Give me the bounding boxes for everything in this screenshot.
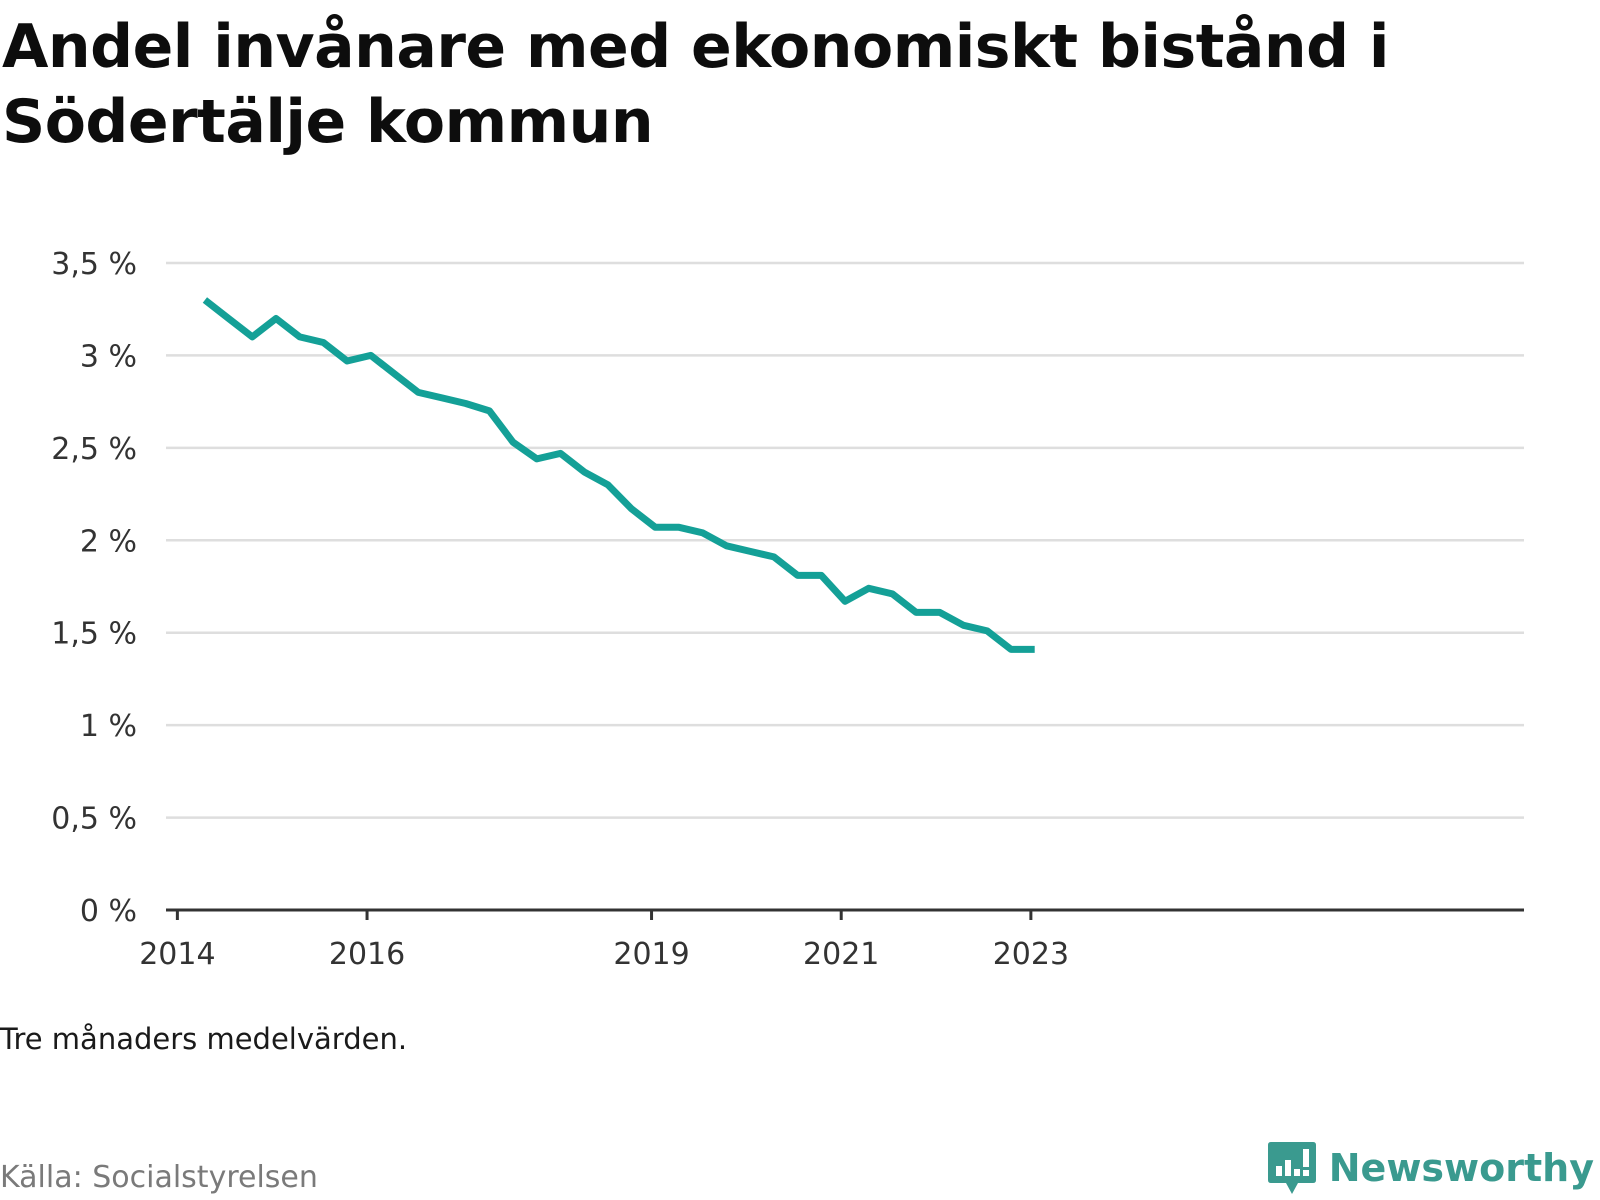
data-point bbox=[249, 333, 256, 340]
data-point bbox=[201, 296, 208, 303]
y-tick-label: 2 % bbox=[80, 524, 137, 559]
x-tick-label: 2019 bbox=[613, 937, 689, 972]
data-point bbox=[486, 407, 493, 414]
data-point bbox=[723, 542, 730, 549]
data-point bbox=[984, 627, 991, 634]
brand-name: Newsworthy bbox=[1328, 1146, 1594, 1190]
x-tick-label: 2023 bbox=[993, 937, 1069, 972]
data-point bbox=[581, 468, 588, 475]
x-tick-label: 2014 bbox=[139, 937, 215, 972]
data-point bbox=[770, 553, 777, 560]
x-axis: 2014 2016 2019 2021 2023 bbox=[139, 908, 1524, 972]
data-point bbox=[462, 400, 469, 407]
data-point bbox=[818, 572, 825, 579]
data-point bbox=[628, 505, 635, 512]
y-tick-label: 0 % bbox=[80, 894, 137, 929]
y-tick-label: 1 % bbox=[80, 709, 137, 744]
newsworthy-logo-icon bbox=[1267, 1142, 1316, 1194]
data-point bbox=[320, 339, 327, 346]
y-tick-label: 0,5 % bbox=[51, 802, 137, 837]
chart-note: Tre månaders medelvärden. bbox=[0, 1022, 408, 1056]
data-point bbox=[1031, 646, 1038, 653]
gridlines bbox=[166, 261, 1524, 819]
data-point bbox=[747, 548, 754, 555]
data-point bbox=[391, 370, 398, 377]
data-point bbox=[296, 333, 303, 340]
y-axis-labels: 0 % 0,5 % 1 % 1,5 % 2 % 2,5 % 3 % 3,5 % bbox=[51, 247, 137, 929]
data-point bbox=[225, 315, 232, 322]
data-point bbox=[889, 590, 896, 597]
data-point bbox=[960, 622, 967, 629]
data-point bbox=[367, 352, 374, 359]
line-chart: 0 %0,5 %1 %1,5 %2 %2,5 %3 %3,5 % 2014 201… bbox=[51, 247, 1524, 972]
data-point bbox=[936, 609, 943, 616]
source-credit: Källa: Socialstyrelsen bbox=[0, 1160, 318, 1195]
x-tick-label: 2021 bbox=[803, 937, 879, 972]
brand-logo: Newsworthy bbox=[1267, 1140, 1594, 1196]
data-point bbox=[699, 529, 706, 536]
data-point bbox=[1007, 646, 1014, 653]
data-point bbox=[533, 455, 540, 462]
y-tick-label: 2,5 % bbox=[51, 432, 137, 467]
data-point bbox=[865, 585, 872, 592]
data-point bbox=[913, 609, 920, 616]
data-point bbox=[842, 598, 849, 605]
data-point bbox=[604, 481, 611, 488]
data-point bbox=[510, 439, 517, 446]
chart-title: Andel invånare med ekonomiskt bistånd i … bbox=[2, 12, 1389, 157]
y-tick-label: 3,5 % bbox=[51, 247, 137, 282]
data-point bbox=[273, 315, 280, 322]
series-layer bbox=[201, 296, 1038, 653]
data-point bbox=[344, 357, 351, 364]
data-point bbox=[557, 450, 564, 457]
data-point bbox=[794, 572, 801, 579]
data-point bbox=[415, 389, 422, 396]
y-tick-label: 3 % bbox=[80, 339, 137, 374]
x-tick-label: 2016 bbox=[329, 937, 405, 972]
data-point bbox=[652, 524, 659, 531]
data-point bbox=[676, 524, 683, 531]
data-point bbox=[438, 394, 445, 401]
y-tick-label: 1,5 % bbox=[51, 617, 137, 652]
series-line bbox=[202, 297, 1035, 653]
